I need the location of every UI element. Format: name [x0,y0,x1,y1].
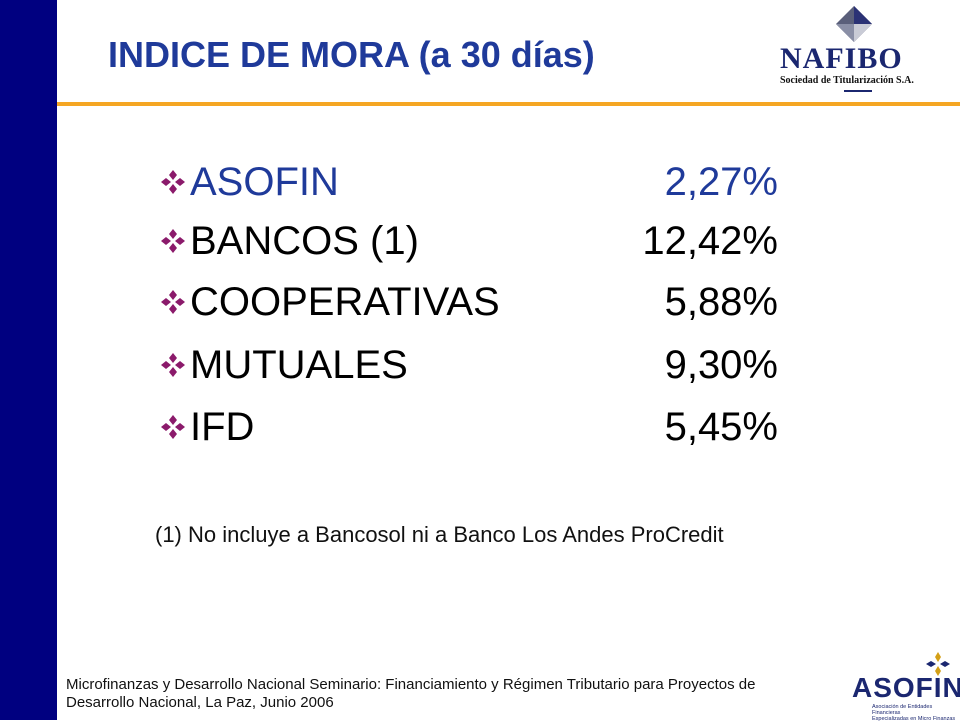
list-item-value: 2,27% [664,160,778,204]
diamond-bullet-icon [161,170,185,194]
list-item-label: ASOFIN [190,160,339,204]
footnote: (1) No incluye a Bancosol ni a Banco Los… [155,522,724,547]
asofin-subtitle-line-1: Asociación de Entidades Financieras [872,704,933,716]
nafibo-logo-underline [844,90,872,92]
list-item-value: 12,42% [642,219,778,263]
list-item-value: 5,88% [664,280,778,324]
diamond-bullet-icon [161,353,185,377]
list-item-label: IFD [190,405,255,449]
asofin-logo-name: ASOFIN [852,672,960,703]
asofin-flower-icon [926,652,950,676]
list-item-value: 9,30% [664,343,778,387]
diamond-bullet-icon [161,415,185,439]
list-item-ifd: IFD 5,45% [158,402,798,452]
asofin-subtitle-line-2: Especializadas en Micro Finanzas [872,716,956,722]
list-item-mutuales: MUTUALES 9,30% [158,340,798,390]
nafibo-logo-name: NAFIBO [780,42,903,75]
nafibo-logo-subtitle: Sociedad de Titularización S.A. [780,75,914,86]
list-item-label: BANCOS (1) [190,219,419,263]
list-item-label: MUTUALES [190,343,408,387]
asofin-logo-subtitle: Asociación de Entidades Financieras Espe… [872,704,956,722]
asofin-logo: ASOFIN Asociación de Entidades Financier… [846,650,960,722]
footer-line-2: Desarrollo Nacional, La Paz, Junio 2006 [66,694,334,711]
list-item-bancos: BANCOS (1) 12,42% [158,216,798,266]
footer-caption: Microfinanzas y Desarrollo Nacional Semi… [66,676,826,712]
nafibo-diamond-icon [836,6,872,42]
title-divider-rule [57,102,960,106]
nafibo-logo: NAFIBO Sociedad de Titularización S.A. [768,2,948,98]
diamond-bullet-icon [161,229,185,253]
list-item-asofin: ASOFIN 2,27% [158,157,798,207]
left-sidebar-bar [0,0,57,720]
slide-title: INDICE DE MORA (a 30 días) [108,34,595,75]
list-item-value: 5,45% [664,405,778,449]
list-item-label: COOPERATIVAS [190,280,500,324]
footer-line-1: Microfinanzas y Desarrollo Nacional Semi… [66,676,756,693]
list-item-cooperativas: COOPERATIVAS 5,88% [158,277,798,327]
diamond-bullet-icon [161,290,185,314]
